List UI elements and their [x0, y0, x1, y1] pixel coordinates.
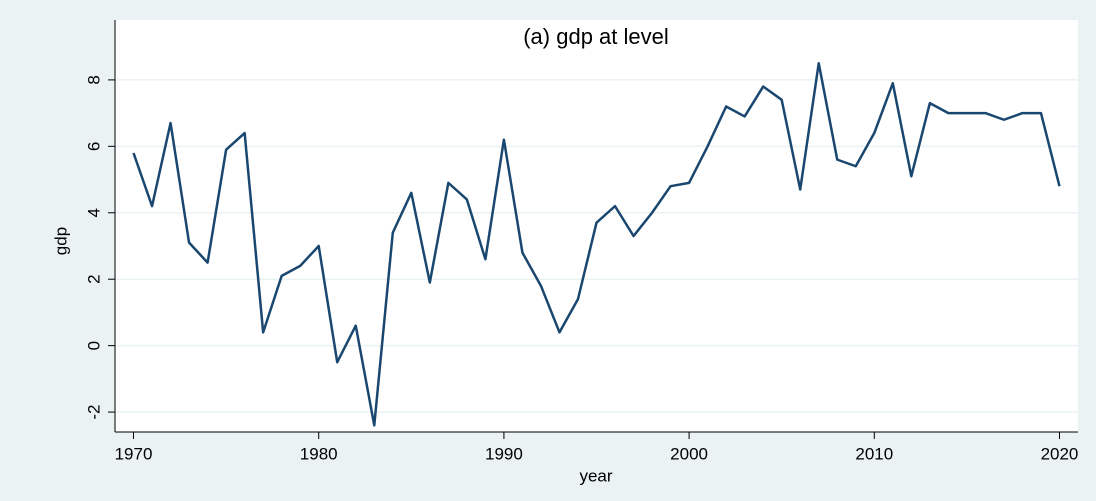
x-tick-label: 1990 [485, 444, 523, 463]
data-line [132, 62, 1061, 427]
x-tick-label: 2010 [855, 444, 893, 463]
x-tick-label: 2000 [670, 444, 708, 463]
y-axis-label: gdp [51, 227, 70, 255]
y-tick-label: -2 [84, 405, 103, 420]
y-tick-label: 0 [84, 341, 103, 350]
chart-title: (a) gdp at level [523, 24, 669, 49]
y-tick-label: 6 [84, 142, 103, 151]
x-tick-label: 2020 [1041, 444, 1079, 463]
x-axis-label: year [579, 466, 612, 485]
y-tick-label: 4 [84, 208, 103, 217]
x-tick-label: 1980 [300, 444, 338, 463]
y-tick-label: 8 [84, 75, 103, 84]
y-tick-label: 2 [84, 274, 103, 283]
x-tick-label: 1970 [115, 444, 153, 463]
